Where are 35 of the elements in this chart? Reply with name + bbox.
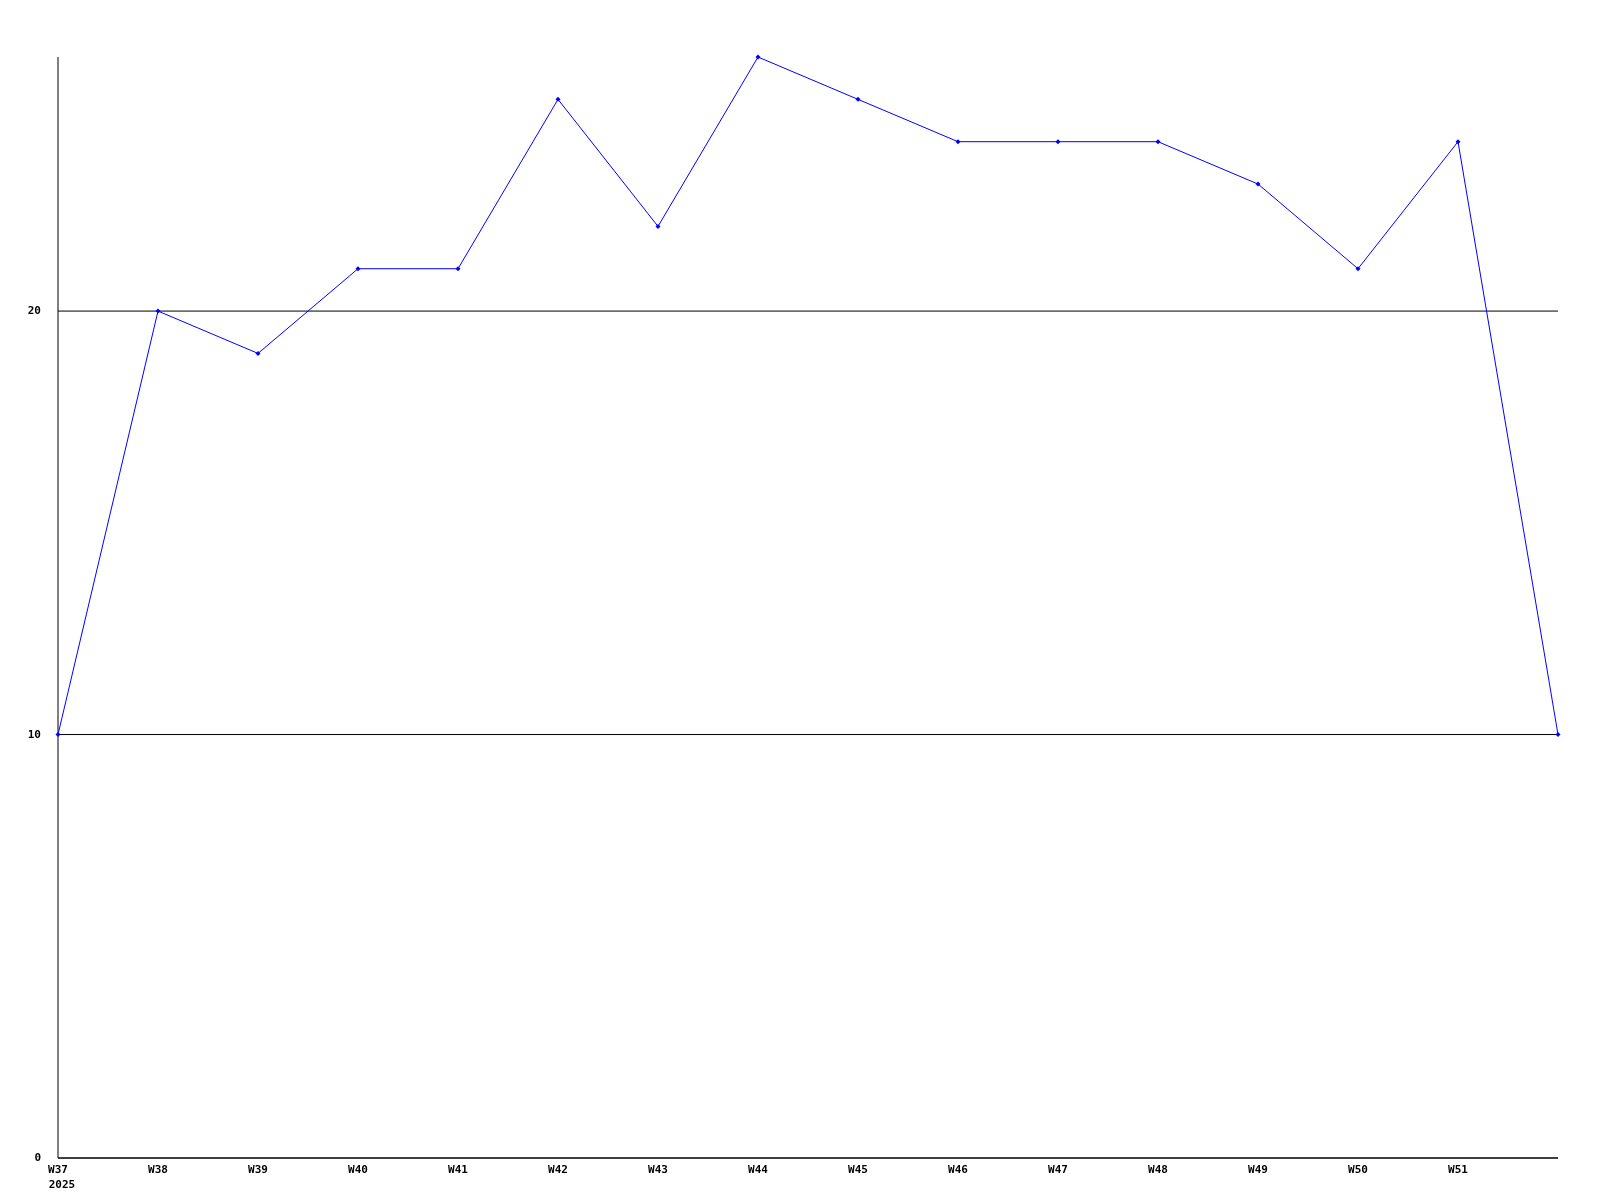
- y-tick-label: 20: [27, 304, 41, 318]
- point: [55, 732, 61, 738]
- point: [555, 96, 561, 102]
- x-tick-label: W39: [248, 1163, 268, 1176]
- x-tick-label: W50: [1348, 1163, 1368, 1176]
- point: [855, 96, 861, 102]
- x-tick-label: W40: [348, 1163, 368, 1176]
- point: [655, 223, 661, 229]
- x-tick-label: W49: [1248, 1163, 1268, 1176]
- point: [955, 139, 961, 145]
- point: [455, 266, 461, 272]
- x-tick-label: W47: [1048, 1163, 1068, 1176]
- point: [255, 350, 261, 356]
- point: [1455, 139, 1461, 145]
- point: [755, 54, 761, 60]
- point: [1555, 732, 1561, 738]
- x-tick-label: W51: [1448, 1163, 1469, 1176]
- x-tick-label: W48: [1148, 1163, 1168, 1176]
- point: [1255, 181, 1261, 187]
- point: [1055, 139, 1061, 145]
- point: [155, 308, 161, 314]
- x-tick-label: W43: [648, 1163, 668, 1176]
- x-tick-label: W46: [948, 1163, 969, 1176]
- y-tick-label: 10: [27, 727, 41, 741]
- point: [1155, 139, 1161, 145]
- point: [1355, 266, 1361, 272]
- y-tick-label: 0: [34, 1151, 41, 1164]
- x-tick-label: W44: [748, 1163, 769, 1176]
- x-tick-label: W38: [148, 1163, 168, 1176]
- text: 2025: [48, 1178, 76, 1191]
- x-tick-label: W41: [448, 1163, 469, 1176]
- x-tick-label: W45: [848, 1163, 868, 1176]
- point: [355, 266, 361, 272]
- x-tick-label: W37: [48, 1163, 68, 1176]
- x-tick-label: W42: [548, 1163, 568, 1176]
